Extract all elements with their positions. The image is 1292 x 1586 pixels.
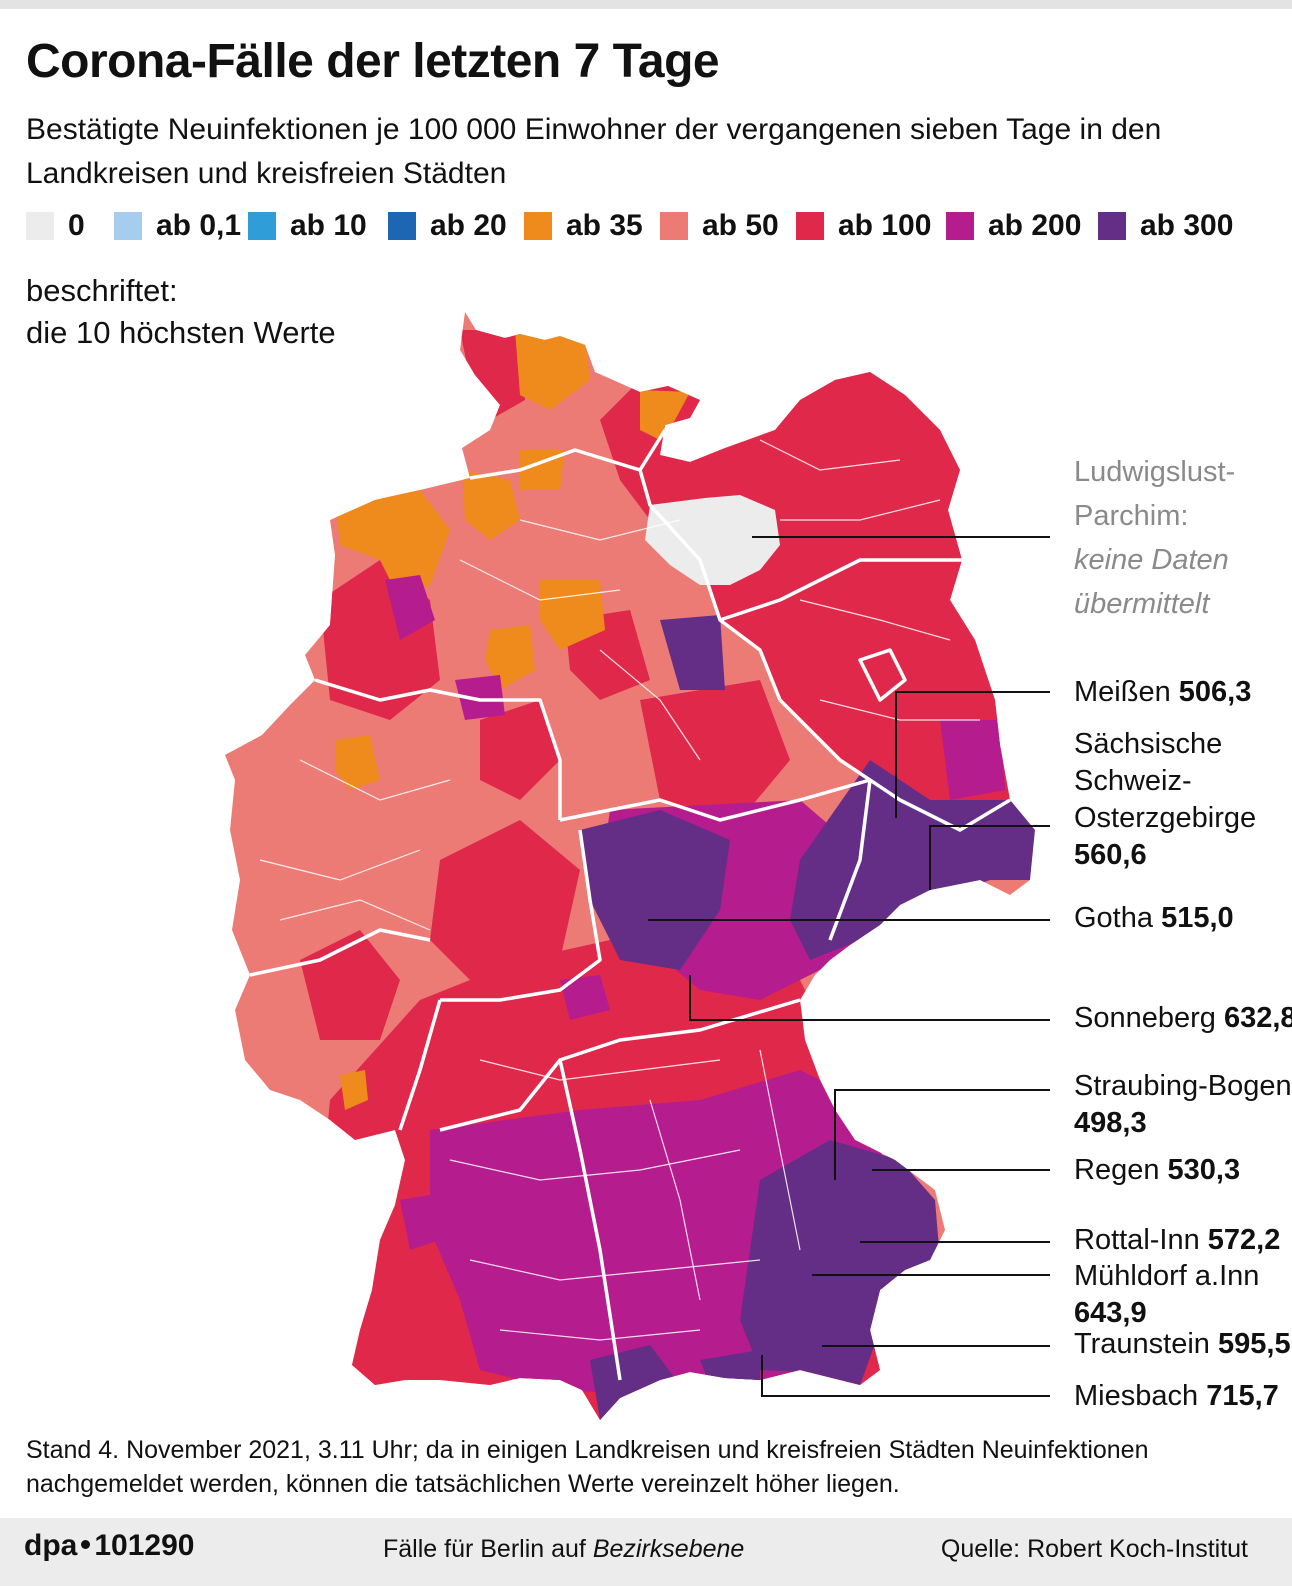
region-ludwigslust-parchim xyxy=(645,495,780,585)
border-nrw-rp xyxy=(249,928,431,977)
border-ni-th xyxy=(559,778,871,822)
region-kassel xyxy=(480,700,560,800)
callout-miesbach: Miesbach 715,7 xyxy=(1074,1380,1279,1412)
callout-rottal-inn: Rottal-Inn 572,2 xyxy=(1074,1224,1281,1256)
callout-meissen: Meißen 506,3 xyxy=(1074,676,1252,708)
callout-lines xyxy=(648,536,1050,1397)
region-minden xyxy=(455,675,505,720)
subtitle: Bestätigte Neuinfektionen je 100 000 Ein… xyxy=(26,113,1162,190)
legend-swatch-ab-35 xyxy=(524,212,552,240)
leader-meissen xyxy=(895,691,1050,818)
district-lines-north xyxy=(259,439,980,931)
callout-muehldorf: Mühldorf a.Inn 643,9 xyxy=(1074,1260,1260,1329)
state-borders xyxy=(249,429,1011,1381)
leader-miesbach xyxy=(761,1355,1050,1397)
legend-item-ab-20: ab 20 xyxy=(388,208,507,244)
border-th-sn xyxy=(828,779,872,941)
callout-traunstein: Traunstein 595,5 xyxy=(1074,1328,1291,1360)
leader-saechsische-schweiz xyxy=(929,825,1050,890)
region-schleswig xyxy=(515,330,590,410)
legend-swatch-0 xyxy=(26,212,54,240)
region-muenster xyxy=(335,735,380,790)
legend-item-ab-10: ab 10 xyxy=(248,208,367,244)
legend-swatch-ab-50 xyxy=(660,212,688,240)
border-ni-east xyxy=(638,469,782,701)
callout-regen: Regen 530,3 xyxy=(1074,1154,1241,1186)
district-borders xyxy=(259,439,980,1341)
legend-item-ab-0-1: ab 0,1 xyxy=(114,208,241,244)
region-allgaeu xyxy=(590,1345,680,1420)
labeled-note: beschriftet: die 10 höchsten Werte xyxy=(26,273,336,350)
legend-swatch-ab-200 xyxy=(946,212,974,240)
region-harz xyxy=(640,680,790,820)
region-stendal xyxy=(660,615,725,690)
region-nordfriesland xyxy=(460,330,525,420)
source-note: Quelle: Robert Koch-Institut xyxy=(940,1535,1248,1563)
region-bautzen xyxy=(940,720,1005,800)
berlin-note: Fälle für Berlin auf Bezirksebene xyxy=(383,1535,745,1563)
region-ostholstein xyxy=(640,390,690,440)
region-small-orange xyxy=(340,1070,368,1110)
map-regions xyxy=(225,312,1035,1420)
legend-item-0: 0 xyxy=(26,208,85,244)
legend-item-ab-50: ab 50 xyxy=(660,208,779,244)
legend-swatch-ab-300 xyxy=(1098,212,1126,240)
callout-straubing-bogen: Straubing-Bogen 498,3 xyxy=(1074,1070,1292,1139)
border-nrw-ni xyxy=(314,678,562,820)
border-bb-sn xyxy=(778,698,1011,832)
region-cuxhaven xyxy=(462,470,520,540)
region-lower-bavaria xyxy=(740,1140,940,1385)
legend-item-ab-300: ab 300 xyxy=(1098,208,1233,244)
region-hessen-mid xyxy=(430,820,580,990)
region-gotha-area xyxy=(580,810,730,970)
legend-item-ab-100: ab 100 xyxy=(796,208,931,244)
dpa-dot-icon xyxy=(81,1539,91,1549)
legend-swatch-ab-100 xyxy=(796,212,824,240)
footer-bar xyxy=(0,1518,1292,1586)
border-rp-bw xyxy=(398,999,442,1131)
germany-choropleth-map xyxy=(225,312,1050,1420)
top-bar xyxy=(0,0,1292,9)
dpa-logo: dpa 101290 xyxy=(24,1529,195,1562)
region-segeberg xyxy=(520,450,565,490)
legend-swatch-ab-0-1 xyxy=(114,212,142,240)
page-title: Corona-Fälle der letzten 7 Tage xyxy=(26,35,720,88)
border-bw-by xyxy=(439,998,801,1132)
region-garmisch xyxy=(700,1350,760,1385)
region-north-east xyxy=(600,360,1035,830)
callout-saechsische-schweiz: Sächsische Schweiz- Osterzgebirge 560,6 xyxy=(1074,728,1257,871)
border-berlin xyxy=(858,648,907,702)
region-cloppenburg xyxy=(385,575,435,640)
region-nienburg xyxy=(485,625,535,690)
border-he-by xyxy=(440,829,602,1002)
border-mv-bb xyxy=(719,558,962,622)
legend-item-ab-200: ab 200 xyxy=(946,208,1081,244)
callout-gotha: Gotha 515,0 xyxy=(1074,902,1234,934)
district-lines-south xyxy=(449,1049,801,1341)
legend-swatch-ab-10 xyxy=(248,212,276,240)
legend-item-ab-35: ab 35 xyxy=(524,208,643,244)
leader-straubing-bogen xyxy=(834,1089,1050,1180)
footnote: Stand 4. November 2021, 3.11 Uhr; da in … xyxy=(26,1436,1149,1498)
no-data-label: Ludwigslust- Parchim: keine Daten übermi… xyxy=(1074,456,1236,620)
region-sachsen xyxy=(790,760,1035,960)
region-ostfriesland xyxy=(335,490,450,600)
region-main-spessart xyxy=(560,975,610,1020)
callout-sonneberg: Sonneberg 632,8 xyxy=(1074,1002,1292,1034)
leader-sonneberg xyxy=(689,975,1050,1021)
region-rastatt xyxy=(400,1195,440,1250)
border-bw-by-south xyxy=(558,1059,622,1381)
border-sh-ni xyxy=(469,429,667,480)
legend-swatch-ab-20 xyxy=(388,212,416,240)
